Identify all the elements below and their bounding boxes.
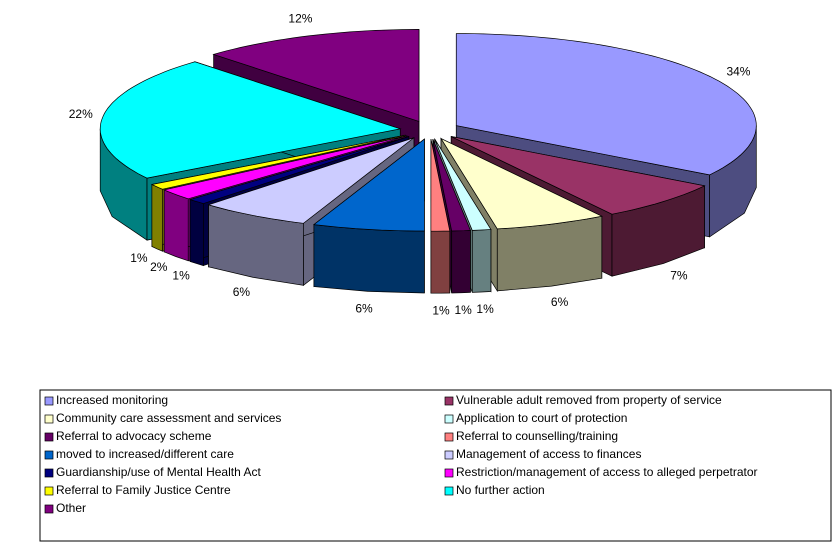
legend-label: moved to increased/different care: [56, 447, 234, 461]
legend-label: Increased monitoring: [56, 393, 168, 407]
legend-swatch: [444, 396, 454, 406]
slice: [455, 33, 757, 176]
data-label: 6%: [233, 285, 251, 299]
slice: [430, 139, 451, 232]
data-label: 1%: [172, 268, 190, 282]
legend-label: No further action: [456, 483, 545, 497]
slice-side: [451, 230, 471, 294]
slice: [99, 61, 402, 179]
legend-swatch: [44, 432, 54, 442]
legend-label: Referral to advocacy scheme: [56, 429, 212, 443]
slice-side: [430, 230, 451, 294]
legend-swatch: [44, 450, 54, 460]
slice: [440, 137, 603, 230]
legend-label: Management of access to finances: [456, 447, 641, 461]
data-label: 6%: [551, 295, 569, 309]
slice: [451, 136, 706, 215]
slice: [434, 138, 492, 231]
legend-swatch: [44, 414, 54, 424]
legend-box: [39, 389, 832, 542]
slice: [188, 136, 409, 204]
slice: [432, 139, 471, 232]
data-label: 12%: [288, 11, 312, 25]
slice: [207, 137, 415, 224]
slice: [150, 134, 406, 190]
slice: [212, 29, 420, 122]
data-label: 1%: [432, 303, 450, 317]
data-label: 1%: [454, 303, 472, 317]
legend-swatch: [44, 468, 54, 478]
data-label: 7%: [670, 268, 688, 282]
slice-side: [151, 183, 163, 252]
legend-label: Guardianship/use of Mental Health Act: [56, 465, 261, 479]
slice: [163, 135, 407, 200]
data-label: 2%: [150, 260, 168, 274]
legend-swatch: [44, 396, 54, 406]
data-label: 6%: [355, 301, 373, 315]
legend-swatch: [444, 432, 454, 442]
legend-label: Community care assessment and services: [56, 411, 281, 425]
legend-label: Application to court of protection: [456, 411, 627, 425]
data-label: 1%: [130, 251, 148, 265]
legend-swatch: [444, 414, 454, 424]
data-label: 34%: [726, 65, 750, 79]
data-label: 1%: [476, 302, 494, 316]
legend-label: Restriction/management of access to alle…: [456, 465, 758, 479]
legend-label: Referral to Family Justice Centre: [56, 483, 231, 497]
legend-swatch: [44, 486, 54, 496]
slice-side: [189, 199, 204, 267]
legend-swatch: [444, 468, 454, 478]
legend-swatch: [44, 504, 54, 514]
legend-swatch: [444, 450, 454, 460]
legend-label: Other: [56, 501, 86, 515]
legend-label: Referral to counselling/training: [456, 429, 618, 443]
slice-side: [163, 189, 189, 262]
legend-swatch: [444, 486, 454, 496]
slice-side: [313, 224, 425, 294]
data-label: 22%: [69, 107, 93, 121]
slice-side: [471, 229, 492, 293]
legend-label: Vulnerable adult removed from property o…: [456, 393, 722, 407]
slice: [313, 138, 425, 232]
